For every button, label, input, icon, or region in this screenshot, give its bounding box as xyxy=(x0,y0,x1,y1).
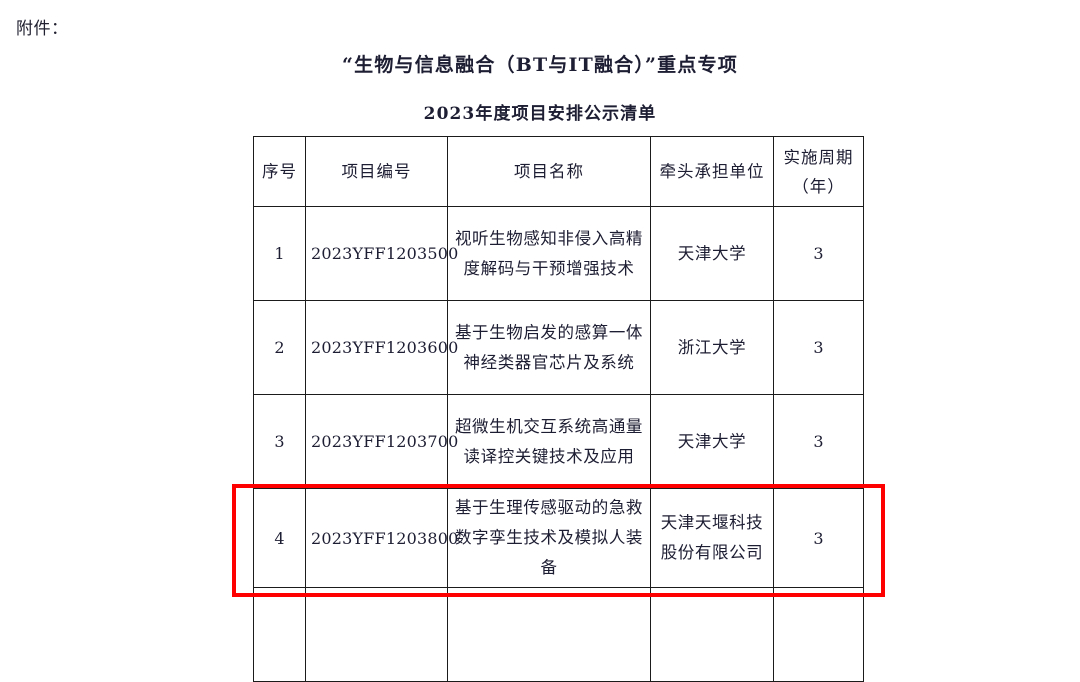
document-page: 附件： “生物与信息融合（BT与IT融合）”重点专项 2023年度项目安排公示清… xyxy=(16,19,885,682)
table-row: 1 2023YFF1203500 视听生物感知非侵入高精度解码与干预增强技术 天… xyxy=(253,206,864,301)
project-listing-table: 序号 项目编号 项目名称 牵头承担单位 实施周期（年） 1 2023YFF120… xyxy=(253,136,864,682)
cell-code xyxy=(305,587,448,682)
project-listing-table-container: 序号 项目编号 项目名称 牵头承担单位 实施周期（年） 1 2023YFF120… xyxy=(253,136,864,682)
cell-org: 天津大学 xyxy=(650,206,774,301)
column-header-seq: 序号 xyxy=(253,136,306,207)
cell-code: 2023YFF1203800 xyxy=(305,488,458,588)
column-header-code: 项目编号 xyxy=(305,136,448,207)
column-header-name: 项目名称 xyxy=(447,136,651,207)
cell-name: 视听生物感知非侵入高精度解码与干预增强技术 xyxy=(447,206,651,301)
table-row: 3 2023YFF1203700 超微生机交互系统高通量读译控关键技术及应用 天… xyxy=(253,394,864,489)
table-row-highlighted: 4 2023YFF1203800 基于生理传感驱动的急救数字孪生技术及模拟人装备… xyxy=(253,488,864,588)
cell-years: 3 xyxy=(773,488,864,588)
cell-name xyxy=(447,587,651,682)
page-title: “生物与信息融合（BT与IT融合）”重点专项 xyxy=(342,54,738,76)
cell-name: 超微生机交互系统高通量读译控关键技术及应用 xyxy=(447,394,651,489)
cell-name: 基于生理传感驱动的急救数字孪生技术及模拟人装备 xyxy=(447,488,651,588)
cell-years: 3 xyxy=(773,206,864,301)
cell-seq: 3 xyxy=(253,394,306,489)
table-header-row: 序号 项目编号 项目名称 牵头承担单位 实施周期（年） xyxy=(253,136,864,207)
cell-org: 浙江大学 xyxy=(650,300,774,395)
cell-seq: 2 xyxy=(253,300,306,395)
cell-org: 天津天堰科技股份有限公司 xyxy=(650,488,774,588)
table-body: 1 2023YFF1203500 视听生物感知非侵入高精度解码与干预增强技术 天… xyxy=(253,206,864,682)
cell-code: 2023YFF1203700 xyxy=(305,394,458,489)
cell-org: 天津大学 xyxy=(650,394,774,489)
table-row-partial xyxy=(253,587,864,682)
attachment-label: 附件： xyxy=(16,19,69,39)
cell-seq xyxy=(253,587,306,682)
column-header-years: 实施周期（年） xyxy=(773,136,864,207)
cell-seq: 4 xyxy=(253,488,306,588)
table-header: 序号 项目编号 项目名称 牵头承担单位 实施周期（年） xyxy=(253,136,864,207)
cell-years xyxy=(773,587,864,682)
cell-seq: 1 xyxy=(253,206,306,301)
cell-code: 2023YFF1203600 xyxy=(305,300,458,395)
cell-org xyxy=(650,587,774,682)
cell-name: 基于生物启发的感算一体神经类器官芯片及系统 xyxy=(447,300,651,395)
cell-code: 2023YFF1203500 xyxy=(305,206,458,301)
table-row: 2 2023YFF1203600 基于生物启发的感算一体神经类器官芯片及系统 浙… xyxy=(253,300,864,395)
cell-years: 3 xyxy=(773,300,864,395)
page-subtitle: 2023年度项目安排公示清单 xyxy=(423,104,657,124)
column-header-org: 牵头承担单位 xyxy=(650,136,774,207)
cell-years: 3 xyxy=(773,394,864,489)
